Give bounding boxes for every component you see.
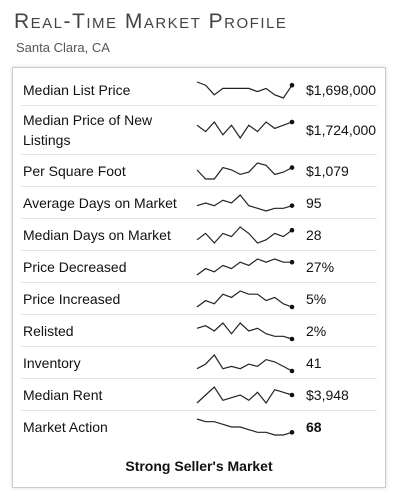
metric-row: Median Rent $3,948 [21,379,377,411]
metric-value: 5% [306,290,327,307]
sparkline-path [196,161,293,180]
metric-row: Price Decreased 27% [21,251,377,283]
sparkline [196,289,295,309]
metric-label: Median Rent [23,386,103,403]
sparkline [196,80,295,99]
sparkline-end [289,392,295,397]
sparkline [196,161,295,180]
profile-box: Median List Price $1,698,000 Median Price … [12,67,386,488]
metric-label: Market Action [23,418,108,435]
sparkline-end [289,368,295,373]
sparkline-path [196,321,293,340]
sparkline-end [289,202,295,208]
sparkline-end [289,304,295,309]
sparkline-end [289,429,295,435]
sparkline-path [196,385,293,404]
metric-label: Per Square Foot [23,162,126,179]
metric-row: Price Increased 5% [21,283,377,315]
metric-label: Median Days on Market [23,226,171,243]
sparkline-path [196,417,293,436]
sparkline-path [196,121,293,140]
sparkline-end [289,164,295,170]
sparkline [196,119,295,140]
metric-value: $1,079 [306,162,349,179]
metric-row: Median List Price $1,698,000 [21,74,377,106]
metric-value: 27% [306,258,335,275]
metric-row: Median Days on Market 28 [21,219,377,251]
metric-label: Median List Price [23,81,131,98]
metric-row: Inventory 41 [21,347,377,379]
metric-value: 28 [306,226,322,243]
sparkline [196,385,295,404]
metric-value: 2% [306,322,327,339]
sparkline-path [196,289,293,308]
sparkline-path [196,193,293,212]
metric-row: Market Action 68 [21,411,377,442]
sparkline [196,225,295,244]
sparkline [196,193,295,212]
sparkline [196,321,295,341]
metric-label: Relisted [23,322,74,339]
metric-value: $1,698,000 [306,81,377,98]
metric-row: Relisted 2% [21,315,377,347]
subtitle: Santa Clara, CA [16,40,110,55]
sparkline-path [196,80,293,99]
sparkline-end [289,336,295,341]
metric-label: Average Days on Market [23,194,177,211]
sparkline [196,353,295,373]
title: Real-Time Market Profile [14,10,288,33]
metric-row: Average Days on Market 95 [21,187,377,219]
sparkline-end [289,82,295,87]
metric-value: 41 [306,354,322,371]
sparkline-path [196,353,293,372]
market-summary: Strong Seller's Market [125,458,273,474]
metric-value: 68 [306,418,322,435]
metric-value: $3,948 [306,386,349,403]
metric-label: Inventory [23,354,81,371]
sparkline-path [196,225,293,244]
metric-row: Per Square Foot $1,079 [21,155,377,187]
sparkline-end [289,227,295,232]
metric-label: Price Increased [23,290,121,307]
metric-label: Median Price of New Listings [23,112,153,148]
sparkline-path [196,257,292,275]
metric-label: Price Decreased [23,258,127,275]
sparkline-end [289,119,295,125]
metric-value: $1,724,000 [306,122,377,138]
metric-row: Median Price of New Listings $1,724,000 [21,106,377,155]
sparkline [196,417,295,436]
sparkline-end [289,259,295,264]
sparkline [196,257,295,275]
metric-value: 95 [306,194,322,211]
rows: Median List Price $1,698,000 Median Price … [21,74,377,442]
